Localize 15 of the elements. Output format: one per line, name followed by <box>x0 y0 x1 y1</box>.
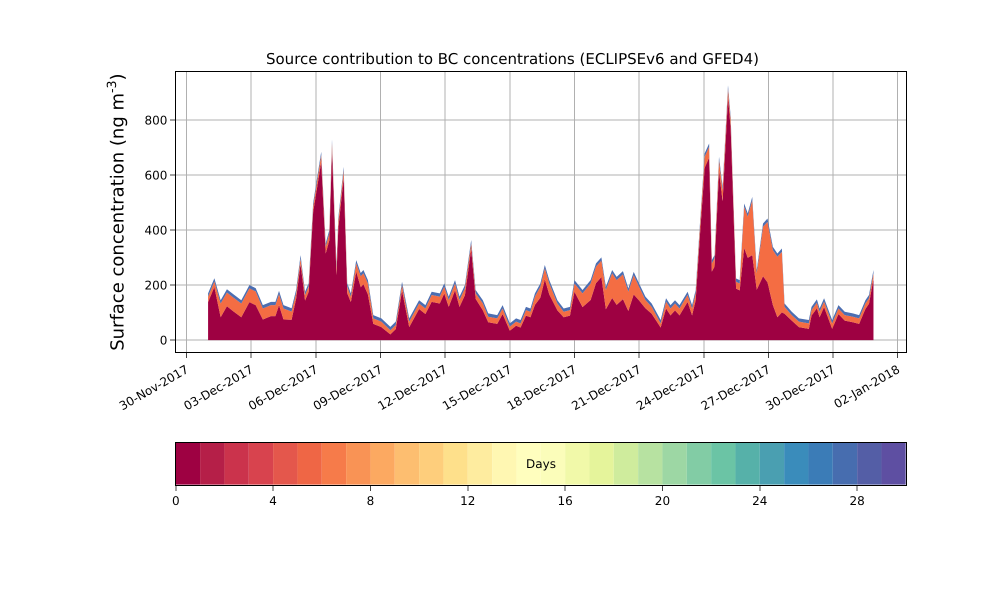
y-tick-label: 200 <box>144 278 168 292</box>
color-bar-label: 28 <box>849 494 865 508</box>
y-tick-label: 600 <box>144 168 168 182</box>
color-bar-title: Days <box>526 457 556 471</box>
y-tick-label: 800 <box>144 113 168 128</box>
color-bar-label: 24 <box>752 494 768 508</box>
color-bar-label: 16 <box>557 494 573 508</box>
chart-title: Source contribution to BC concentrations (ECLIPSEv6 and GFED4) <box>266 50 760 68</box>
color-bar-label: 20 <box>654 494 670 508</box>
color-bar-label: 12 <box>460 494 476 508</box>
color-bar-label: 8 <box>366 494 374 508</box>
y-tick-label: 400 <box>144 223 168 238</box>
y-tick-label: 0 <box>160 333 168 348</box>
color-bar-label: 4 <box>269 494 277 508</box>
color-bar-label: 0 <box>172 494 180 508</box>
